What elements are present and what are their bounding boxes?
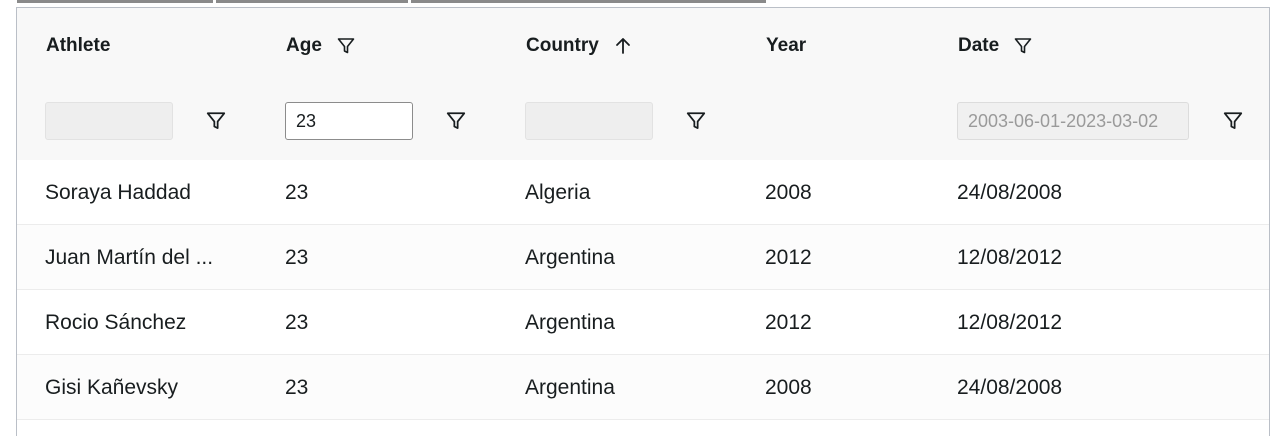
date-filter-input [957,102,1189,140]
cell-country: Argentina [525,376,615,399]
age-filter-input[interactable] [285,102,413,140]
top-bar-segment [411,0,766,3]
cell-age: 23 [285,181,309,204]
grid-filter-row [17,84,1269,161]
filter-cell-country [497,84,737,160]
table-row[interactable]: Rocio Sánchez 23 Argentina 2012 12/08/20… [17,290,1269,355]
cell-athlete: Gisi Kañevsky [45,376,179,399]
cell-date: 12/08/2012 [957,246,1063,269]
cell-date: 24/08/2008 [957,181,1063,204]
column-header-year[interactable]: Year [766,8,806,84]
filter-cell-date [929,84,1269,160]
filter-cell-year [737,84,929,160]
cell-country: Algeria [525,181,591,204]
cell-date: 24/08/2008 [957,376,1063,399]
column-header-label: Age [286,35,322,56]
cell-age: 23 [285,246,309,269]
filter-icon[interactable] [336,36,356,56]
sort-ascending-icon [615,38,630,54]
athlete-filter-input[interactable] [45,102,173,140]
table-row[interactable]: Gisi Kañevsky 23 Argentina 2008 24/08/20… [17,355,1269,420]
column-header-age[interactable]: Age [286,8,356,84]
cell-year: 2012 [765,246,812,269]
filter-icon[interactable] [1013,36,1033,56]
filter-cell-age [257,84,497,160]
cell-athlete: Juan Martín del ... [45,246,214,269]
filter-cell-athlete [17,84,257,160]
filter-button-icon[interactable] [1222,110,1244,132]
cell-year: 2008 [765,181,812,204]
column-header-label: Athlete [46,35,111,56]
cell-date: 12/08/2012 [957,311,1063,334]
cell-year: 2012 [765,311,812,334]
column-header-athlete[interactable]: Athlete [46,8,110,84]
cell-age: 23 [285,311,309,334]
country-filter-input[interactable] [525,102,653,140]
column-header-date[interactable]: Date [958,8,1033,84]
column-header-label: Date [958,35,1000,56]
top-bar-segment [17,0,213,3]
cell-country: Argentina [525,246,615,269]
column-header-label: Year [766,35,807,56]
table-row[interactable]: Juan Martín del ... 23 Argentina 2012 12… [17,225,1269,290]
cell-athlete: Soraya Haddad [45,181,191,204]
cell-athlete: Rocio Sánchez [45,311,187,334]
column-header-label: Country [526,35,599,56]
table-row[interactable]: Soraya Haddad 23 Algeria 2008 24/08/2008 [17,160,1269,225]
data-grid: Athlete Age Country Year Date [16,7,1270,436]
cell-age: 23 [285,376,309,399]
filter-button-icon[interactable] [685,110,707,132]
top-scroll-indicator [17,0,777,3]
column-header-country[interactable]: Country [526,8,633,84]
top-bar-segment [216,0,408,3]
cell-year: 2008 [765,376,812,399]
filter-button-icon[interactable] [205,110,227,132]
cell-country: Argentina [525,311,615,334]
grid-header-row: Athlete Age Country Year Date [17,8,1269,85]
filter-button-icon[interactable] [445,110,467,132]
